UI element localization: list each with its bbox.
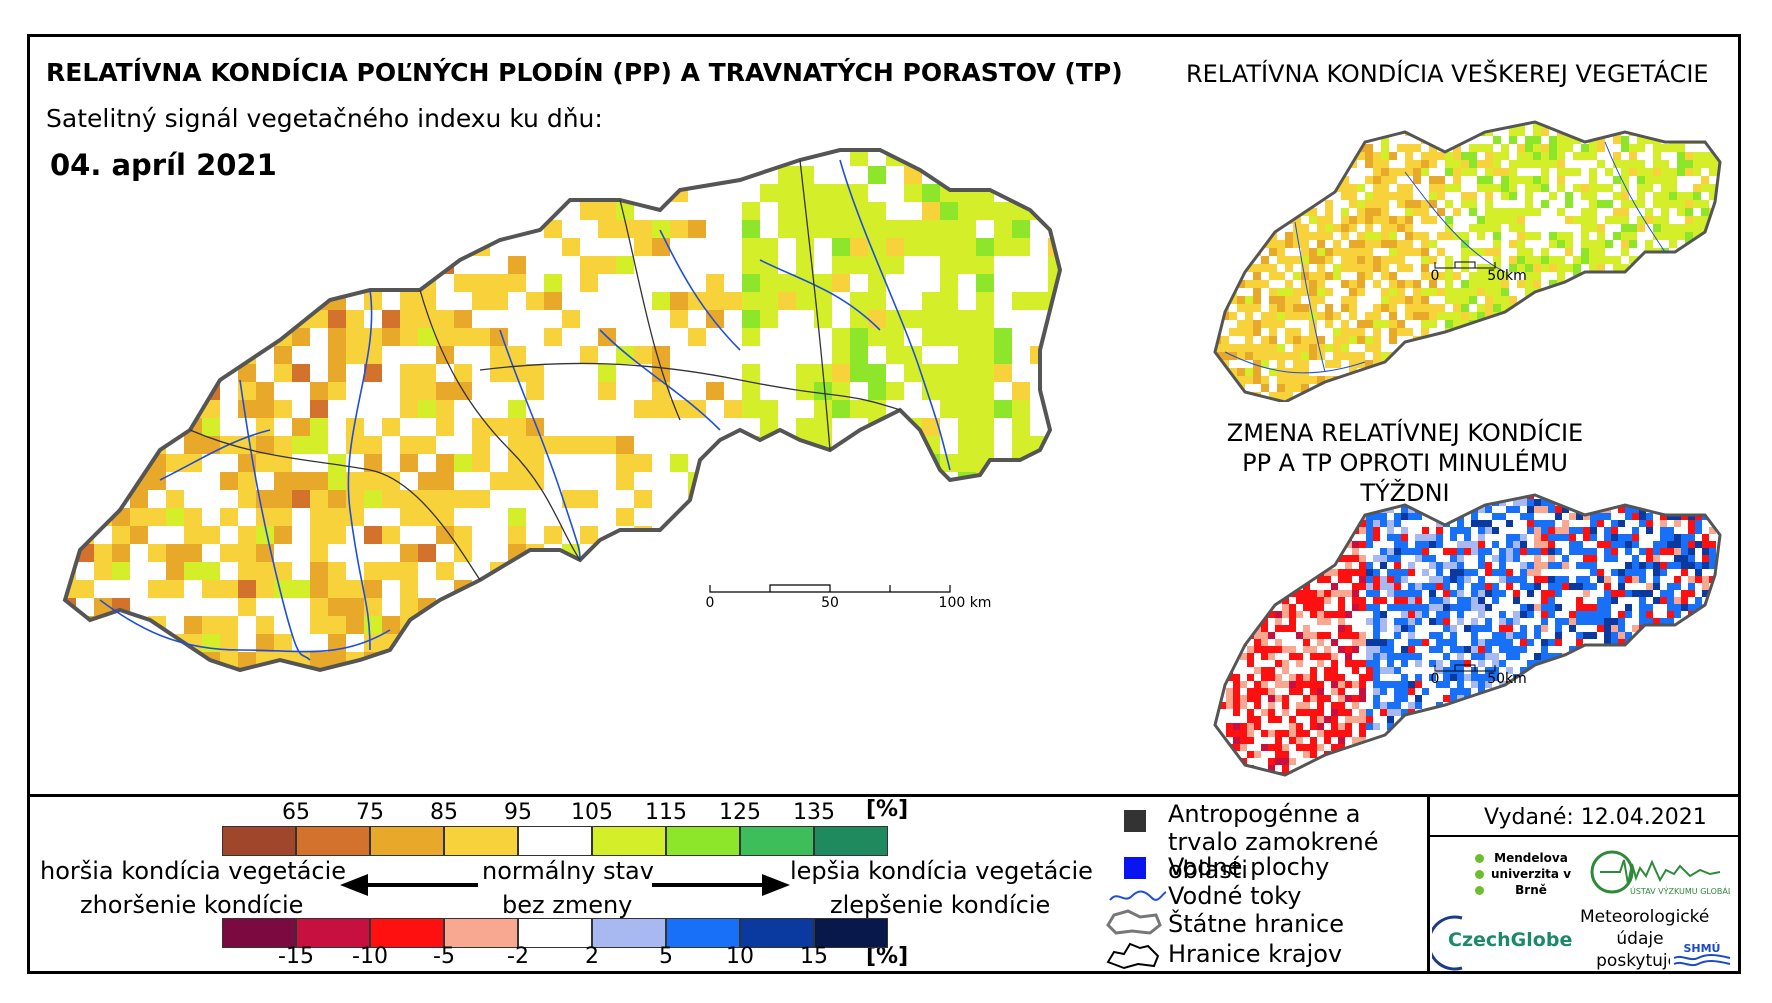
right-bottom-scale-bar: 0 50km <box>1431 664 1527 687</box>
condTicks-label: 135 <box>793 800 835 825</box>
state-border-line <box>62 148 1063 673</box>
condTicks-label: 75 <box>356 800 384 825</box>
condBar-segment <box>592 826 666 856</box>
scale-label-50: 50 <box>821 595 839 611</box>
scale-label-0: 0 <box>706 595 715 611</box>
chgBar-segment <box>518 918 592 948</box>
chgBar-segment <box>666 918 740 948</box>
legend-divider <box>27 794 1741 797</box>
main-map-subtitle: Satelitný signál vegetačného indexu ku d… <box>46 104 603 133</box>
chgTicks-label: -10 <box>352 944 388 969</box>
chgBar-segment <box>222 918 296 948</box>
logo-divider <box>1427 794 1430 974</box>
svg-text:50km: 50km <box>1487 268 1527 284</box>
chgTicks-label: 2 <box>585 944 599 969</box>
chgBar-segment <box>296 918 370 948</box>
water-area-swatch <box>1124 857 1146 879</box>
condBar-segment <box>740 826 814 856</box>
chgBar-segment <box>444 918 518 948</box>
condBar-segment <box>666 826 740 856</box>
water-flows-label: Vodné toky <box>1168 882 1302 910</box>
shmu-logo: SHMÚ <box>1670 938 1734 970</box>
chgBar-segment <box>592 918 666 948</box>
chgTicks-label: 15 <box>800 944 828 969</box>
right-top-scale-bar: 0 50km <box>1431 261 1527 284</box>
normal-label-1: normálny stav <box>482 857 654 885</box>
meteo-provider-text: Meteorologické údaje poskytuje: <box>1580 907 1710 971</box>
condTicks-label: 65 <box>282 800 310 825</box>
left-arrow <box>340 874 478 896</box>
worse-label-1: horšia kondícia vegetácie <box>40 857 347 885</box>
chgBar-segment <box>740 918 814 948</box>
condBar-segment <box>222 826 296 856</box>
better-label-1: lepšia kondícia vegetácie <box>790 857 1093 885</box>
normal-label-2: bez zmeny <box>502 891 633 919</box>
mendel-logo: Mendelova univerzita v Brně <box>1465 848 1585 908</box>
czechglobe-logo: CzechGlobe <box>1432 915 1572 971</box>
condBar-segment <box>814 826 888 856</box>
main-map-title: RELATÍVNA KONDÍCIA POĽNÝCH PLODÍN (PP) A… <box>46 58 1123 87</box>
condition-unit: [%] <box>866 797 909 822</box>
chgBar-segment <box>370 918 444 948</box>
right-top-map: 0 50km <box>1213 120 1722 402</box>
chgTicks-label: 5 <box>659 944 673 969</box>
main-map: 0 50 100 km <box>62 148 1063 673</box>
state-border-icon <box>1106 909 1162 935</box>
right-arrow <box>652 874 790 896</box>
right-bottom-map: 0 50km <box>1213 493 1722 777</box>
condBar-segment <box>296 826 370 856</box>
regional-border-icon <box>1106 942 1160 970</box>
worse-label-2: zhoršenie kondície <box>80 891 304 919</box>
chgTicks-label: -5 <box>433 944 455 969</box>
main-scale-bar: 0 50 100 km <box>706 584 992 611</box>
main-map-date: 04. apríl 2021 <box>50 148 277 182</box>
ustav-logo: ÚSTAV VÝZKUMU GLOBÁLNÍ ZMĚNY <box>1590 850 1730 896</box>
condTicks-label: 85 <box>430 800 458 825</box>
chgTicks-label: 10 <box>726 944 754 969</box>
condBar-segment <box>518 826 592 856</box>
rivers <box>99 159 951 661</box>
anthropogenic-swatch <box>1124 810 1146 832</box>
anthropogenic-label: Antropogénne a trvalo zamokrené oblasti <box>1168 800 1379 884</box>
scale-label-100: 100 km <box>939 595 992 611</box>
mendel-text: Mendelova univerzita v Brně <box>1491 851 1572 897</box>
change-unit: [%] <box>866 944 909 969</box>
condBar-segment <box>444 826 518 856</box>
condTicks-label: 125 <box>719 800 761 825</box>
chgTicks-label: -2 <box>507 944 529 969</box>
condTicks-label: 95 <box>504 800 532 825</box>
regional-border-label: Hranice krajov <box>1168 940 1343 968</box>
chgTicks-label: -15 <box>278 944 314 969</box>
condTicks-label: 105 <box>571 800 613 825</box>
issued-divider <box>1427 835 1741 837</box>
water-flow-icon <box>1109 890 1167 901</box>
better-label-2: zlepšenie kondície <box>830 891 1051 919</box>
right-top-map-title: RELATÍVNA KONDÍCIA VEŠKEREJ VEGETÁCIE <box>1186 60 1709 88</box>
chgBar-segment <box>814 918 888 948</box>
svg-text:0: 0 <box>1431 268 1440 284</box>
figure-frame <box>27 34 1741 974</box>
water-areas-label: Vodné plochy <box>1168 853 1330 881</box>
condBar-segment <box>370 826 444 856</box>
right-bottom-map-title: ZMENA RELATÍVNEJ KONDÍCIE PP A TP OPROTI… <box>1226 419 1584 507</box>
condTicks-label: 115 <box>645 800 687 825</box>
state-border-label: Štátne hranice <box>1168 910 1344 938</box>
issued-date: Vydané: 12.04.2021 <box>1484 805 1707 830</box>
regional-borders <box>189 159 901 581</box>
